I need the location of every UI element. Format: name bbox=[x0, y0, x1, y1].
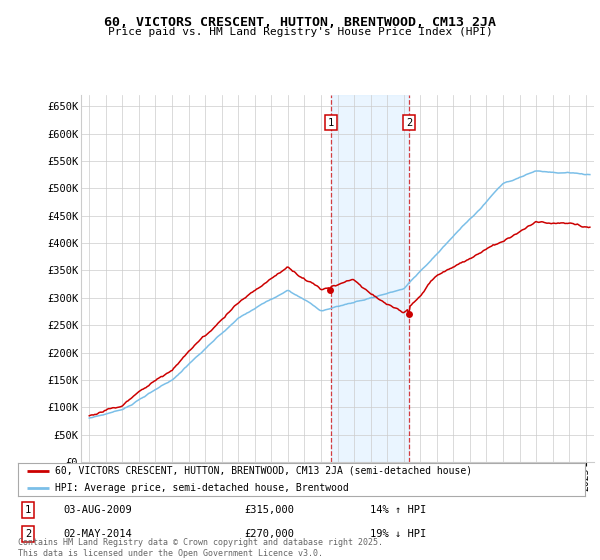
Text: HPI: Average price, semi-detached house, Brentwood: HPI: Average price, semi-detached house,… bbox=[55, 483, 349, 493]
Text: 02-MAY-2014: 02-MAY-2014 bbox=[64, 529, 132, 539]
Text: 2: 2 bbox=[25, 529, 31, 539]
Text: 1: 1 bbox=[25, 505, 31, 515]
Text: Contains HM Land Registry data © Crown copyright and database right 2025.
This d: Contains HM Land Registry data © Crown c… bbox=[18, 538, 383, 558]
Text: 1: 1 bbox=[328, 118, 334, 128]
Text: Price paid vs. HM Land Registry's House Price Index (HPI): Price paid vs. HM Land Registry's House … bbox=[107, 27, 493, 37]
Text: £270,000: £270,000 bbox=[245, 529, 295, 539]
Text: 14% ↑ HPI: 14% ↑ HPI bbox=[370, 505, 426, 515]
Bar bbox=[331, 95, 409, 462]
Text: 19% ↓ HPI: 19% ↓ HPI bbox=[370, 529, 426, 539]
Text: £315,000: £315,000 bbox=[245, 505, 295, 515]
Text: 03-AUG-2009: 03-AUG-2009 bbox=[64, 505, 132, 515]
Text: 2: 2 bbox=[406, 118, 412, 128]
Text: 60, VICTORS CRESCENT, HUTTON, BRENTWOOD, CM13 2JA: 60, VICTORS CRESCENT, HUTTON, BRENTWOOD,… bbox=[104, 16, 496, 29]
Text: 60, VICTORS CRESCENT, HUTTON, BRENTWOOD, CM13 2JA (semi-detached house): 60, VICTORS CRESCENT, HUTTON, BRENTWOOD,… bbox=[55, 466, 472, 476]
